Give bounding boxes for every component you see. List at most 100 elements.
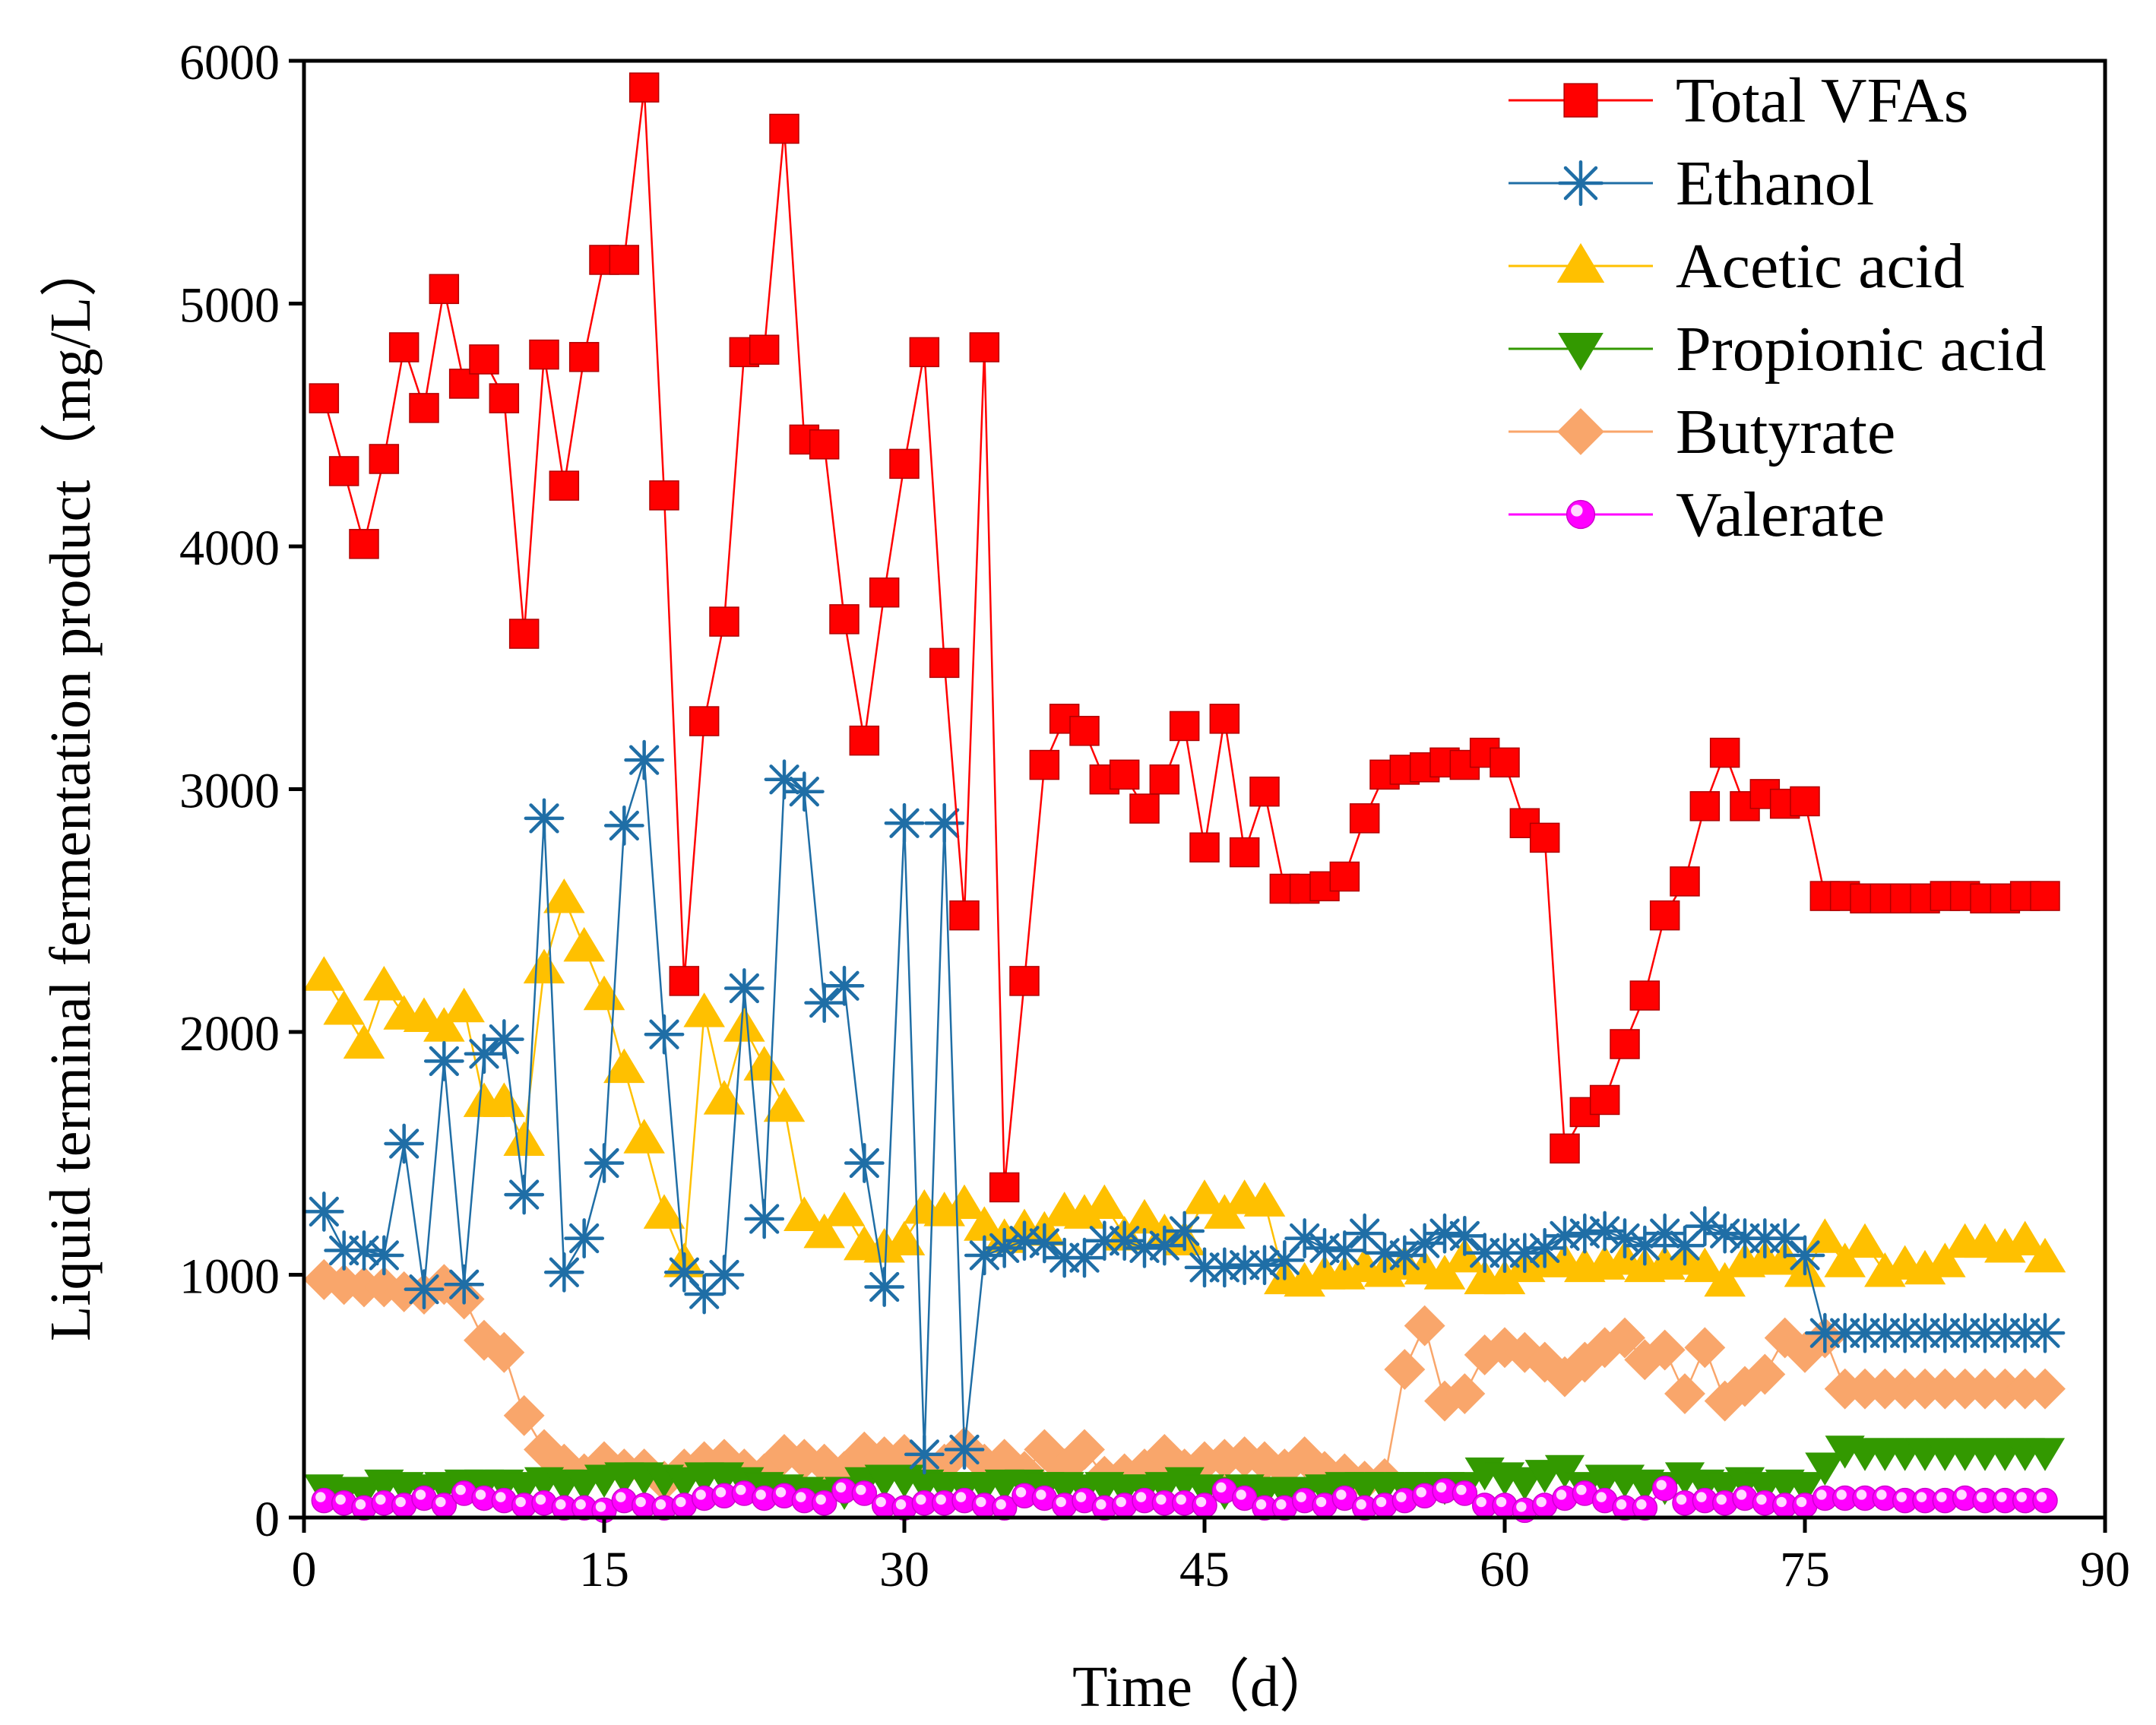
data-point-acetic-acid [943,1184,986,1220]
legend-label: Total VFAs [1676,65,1968,136]
data-point-total-vfas [929,647,960,679]
data-point-total-vfas [829,604,860,635]
data-point-valerate [1812,1485,1838,1511]
data-point-acetic-acid [363,966,405,1001]
legend-marker-acetic-acid [1556,242,1605,283]
data-point-valerate [531,1490,557,1516]
x-tick-label: 0 [292,1542,317,1597]
data-point-total-vfas [609,245,640,275]
legend-label: Propionic acid [1676,314,2047,385]
data-point-acetic-acid [883,1220,926,1255]
legend-item-propionic-acid: Propionic acid [1509,314,2047,385]
data-point-valerate [311,1487,337,1514]
data-point-acetic-acid [543,878,585,913]
data-point-butyrate [2025,1368,2066,1410]
data-point-ethanol [764,759,805,800]
data-point-ethanol [584,1143,625,1183]
data-point-valerate [1771,1492,1798,1518]
data-point-ethanol [884,802,925,844]
data-point-valerate [1572,1480,1598,1506]
data-point-ethanol [1144,1225,1185,1266]
data-point-acetic-acid [1704,1261,1746,1297]
data-point-ethanol [1284,1218,1325,1258]
data-point-acetic-acid [1183,1179,1226,1214]
legend-item-valerate: Valerate [1509,480,1885,550]
data-point-acetic-acid [623,1119,665,1154]
data-point-ethanol [464,1033,505,1075]
data-point-acetic-acid [683,992,725,1027]
data-point-valerate [1912,1487,1938,1514]
data-point-acetic-acid [803,1213,845,1249]
data-point-valerate [1612,1495,1638,1521]
data-point-ethanol [1784,1235,1825,1276]
legend: Total VFAs Ethanol Acetic acid Propionic ac… [1509,65,2047,550]
data-point-valerate [651,1495,677,1521]
data-point-valerate [1591,1487,1618,1514]
data-point-valerate [951,1487,977,1514]
data-point-propionic-acid [1544,1454,1585,1489]
x-tick-label: 30 [879,1542,929,1597]
data-point-total-vfas [849,725,880,756]
data-point-acetic-acid [2024,1237,2066,1273]
data-point-butyrate [1684,1327,1726,1369]
series-propionic-acid [304,1435,2066,1513]
data-point-total-vfas [969,332,1000,362]
data-point-ethanol [524,798,565,839]
data-point-acetic-acid [643,1194,685,1229]
data-point-acetic-acid [1924,1242,1966,1277]
data-point-propionic-acid [1505,1467,1545,1501]
data-point-butyrate [1644,1329,1686,1371]
data-point-butyrate [1064,1429,1105,1470]
data-point-valerate [1091,1495,1118,1521]
series-total-vfas [309,72,2060,1203]
data-point-valerate [471,1485,497,1511]
data-point-acetic-acid [743,1046,785,1081]
data-point-acetic-acid [343,1024,385,1059]
series-valerate [311,1475,2058,1524]
data-point-valerate [1552,1485,1578,1511]
data-point-ethanol [1424,1213,1465,1254]
legend-marker-valerate [1566,499,1596,530]
data-point-valerate [1672,1490,1698,1516]
data-point-acetic-acid [523,948,565,984]
data-point-ethanol [1004,1220,1045,1261]
data-point-ethanol [423,1040,464,1081]
data-point-ethanol [1765,1218,1806,1258]
data-point-total-vfas [409,393,439,423]
data-point-ethanol [344,1230,385,1271]
data-point-total-vfas [469,344,499,375]
data-point-ethanol [1344,1213,1385,1254]
legend-item-acetic-acid: Acetic acid [1509,231,1964,302]
data-point-total-vfas [869,577,900,608]
data-point-propionic-acid [2025,1438,2066,1471]
data-point-total-vfas [709,606,739,637]
data-point-total-vfas [669,966,700,996]
data-point-ethanol [824,965,865,1006]
data-point-total-vfas [1790,786,1820,817]
legend-label: Valerate [1676,480,1885,550]
data-point-ethanol [1204,1247,1245,1288]
data-point-ethanol [444,1264,485,1305]
data-point-butyrate [1524,1341,1566,1383]
data-point-valerate [491,1487,518,1514]
data-point-valerate [631,1492,657,1518]
data-point-valerate [1411,1483,1438,1508]
data-point-acetic-acid [823,1192,866,1226]
data-point-valerate [1852,1485,1878,1511]
data-point-butyrate [1384,1349,1426,1391]
data-point-acetic-acid [603,1048,645,1084]
data-point-ethanol [1404,1223,1445,1264]
y-tick-label: 3000 [179,764,280,819]
data-point-propionic-acid [344,1477,385,1510]
data-point-valerate [731,1480,758,1506]
data-point-total-vfas [1550,1133,1580,1164]
data-point-ethanol [784,771,825,812]
data-point-acetic-acid [1824,1242,1866,1277]
data-point-propionic-acid [1805,1452,1845,1486]
data-point-ethanol [1324,1230,1365,1271]
data-point-ethanol [404,1269,445,1310]
legend-marker-total-vfas [1563,83,1598,118]
data-point-ethanol [904,1434,945,1475]
data-point-ethanol [704,1255,745,1295]
